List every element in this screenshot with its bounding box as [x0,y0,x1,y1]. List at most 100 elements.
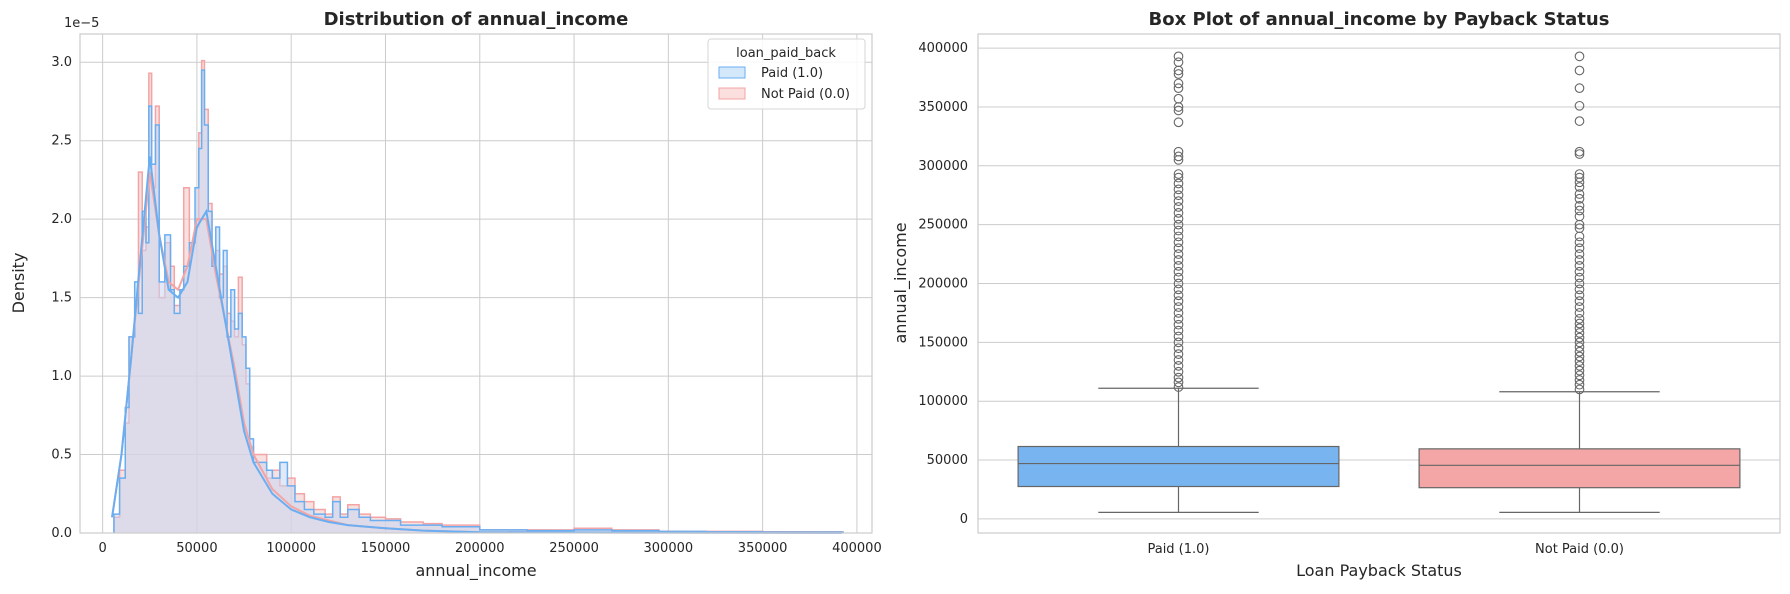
legend-label-paid: Paid (1.0) [761,66,823,81]
outlier-point [1574,65,1585,76]
outlier-point [1574,313,1585,324]
outlier-point [1173,266,1184,277]
outlier-point [1574,356,1585,367]
boxplot-y-tick-label: 250000 [918,218,968,233]
boxplot-y-tick-label: 200000 [918,277,968,292]
histogram-y-ticks: 0.0 0.5 1.0 1.5 2.0 2.5 3.0 [51,55,72,541]
outlier-point [1173,51,1184,62]
legend-box [707,38,866,110]
boxplot-y-axis-label: annual_income [891,222,911,343]
boxplot-x-tick-label: Not Paid (0.0) [1535,542,1624,557]
outlier-point [1173,169,1184,179]
outlier-point [1173,355,1184,365]
outlier-point [1173,278,1184,289]
outlier-point [1574,370,1585,381]
outlier-point [1173,178,1184,189]
boxplot-y-tick-label: 350000 [918,100,968,115]
outlier-point [1173,225,1184,236]
boxplot-y-tick-label: 400000 [918,41,968,56]
outlier-point [1173,249,1184,259]
outliers-not-paid [1574,51,1585,395]
outlier-point [1173,243,1184,254]
outlier-point [1574,296,1585,307]
outlier-point [1574,361,1585,371]
outlier-point [1574,205,1585,216]
box-iqr [1017,445,1340,488]
outlier-point [1173,105,1184,116]
box-iqr [1418,448,1741,489]
outlier-point [1574,116,1585,126]
outlier-point [1574,223,1585,234]
outlier-point [1574,172,1585,183]
legend-swatch-paid [718,66,746,79]
boxplot-plot-frame [977,33,1781,534]
histogram-x-ticks: 0 50000 100000 150000 200000 250000 300000 3500… [98,541,881,556]
histogram-x-tick-label: 0 [98,541,106,556]
outlier-point [1173,361,1184,371]
outlier-point [1173,57,1184,68]
outlier-point [1173,260,1184,271]
histogram-title: Distribution of annual_income [324,9,629,30]
histogram-step-paid [113,69,844,533]
outlier-point [1574,337,1585,348]
outliers-paid [1173,51,1184,392]
outlier-point [1173,296,1184,307]
outlier-point [1173,69,1184,79]
boxplot-title: Box Plot of annual_income by Payback Sta… [1149,9,1610,30]
outlier-point [1574,211,1585,222]
outlier-point [1173,377,1184,388]
histogram-y-tick-label: 1.0 [51,369,72,384]
box-paid [1017,51,1340,514]
outlier-point [1574,237,1585,248]
histogram-x-axis-label: annual_income [415,561,536,581]
outlier-point [1173,172,1184,183]
outlier-point [1574,169,1585,179]
outlier-point [1574,284,1585,295]
boxplot-boxes [1017,51,1741,514]
outlier-point [1173,202,1184,212]
outlier-point [1574,342,1585,352]
outlier-point [1574,255,1585,265]
outlier-point [1173,237,1184,248]
histogram-y-tick-label: 3.0 [51,55,72,70]
outlier-point [1574,328,1585,338]
outlier-point [1173,151,1184,162]
histogram-series [113,59,844,534]
outlier-point [1574,182,1585,192]
outlier-point [1574,384,1585,395]
outlier-point [1173,331,1184,342]
legend-title: loan_paid_back [736,46,836,61]
histogram-y-tick-label: 2.0 [51,212,72,227]
boxplot-y-tick-label: 150000 [918,335,968,350]
outlier-point [1173,93,1184,104]
outlier-point [1173,372,1184,383]
boxplot-x-ticks: Paid (1.0) Not Paid (0.0) [1147,542,1624,557]
outlier-point [1173,319,1184,330]
outlier-point [1173,255,1184,265]
outlier-point [1173,325,1184,336]
boxplot-panel: 0 50000 100000 150000 200000 250000 300000 3500… [891,9,1781,580]
outlier-point [1574,346,1585,357]
histogram-density-curves [111,156,842,534]
outlier-point [1173,196,1184,206]
outlier-point [1574,278,1585,289]
boxplot-y-ticks: 0 50000 100000 150000 200000 250000 300000 3500… [918,41,968,527]
outlier-point [1574,249,1585,259]
histogram-x-tick-label: 400000 [832,541,882,556]
histogram-y-tick-label: 1.5 [51,291,72,306]
legend-label-not-paid: Not Paid (0.0) [761,87,850,102]
histogram-y-offset-label: 1e−5 [64,16,99,31]
histogram-plot-frame [79,33,873,534]
outlier-point [1173,78,1184,89]
outlier-point [1574,83,1585,93]
outlier-point [1574,200,1585,211]
outlier-point [1574,375,1585,385]
legend-swatch-not-paid [718,87,746,100]
boxplot-y-tick-label: 100000 [918,394,968,409]
boxplot-x-axis-label: Loan Payback Status [1296,561,1462,580]
histogram-y-axis-label: Density [9,253,28,314]
outlier-point [1574,146,1585,157]
boxplot-y-tick-label: 300000 [918,159,968,174]
histogram-x-tick-label: 100000 [266,541,316,556]
